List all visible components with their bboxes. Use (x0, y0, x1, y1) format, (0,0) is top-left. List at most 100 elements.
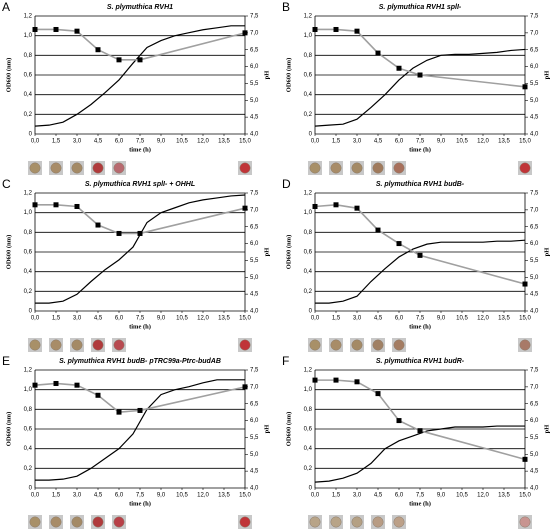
y-tick-label: 0,2 (24, 112, 33, 118)
y-tick-label: 1,2 (24, 191, 33, 197)
point (242, 205, 248, 211)
x-tick-label: 3,0 (353, 493, 362, 499)
x-tick-label: 12,0 (197, 316, 209, 322)
well (519, 516, 531, 528)
y-tick-label: 1,2 (24, 368, 33, 374)
y2-tick-label: 7,5 (250, 191, 259, 197)
y2-tick-label: 4,5 (530, 469, 539, 475)
point (137, 230, 143, 236)
y2-tick-label: 7,5 (530, 191, 539, 197)
y2-tick-label: 7,5 (530, 368, 539, 374)
y-tick-label: 0 (29, 132, 33, 138)
point (74, 203, 80, 209)
y-tick-label: 0,8 (24, 230, 33, 236)
point (116, 230, 122, 236)
x-tick-label: 3,0 (73, 316, 82, 322)
point (396, 65, 402, 71)
point (333, 202, 339, 208)
point (375, 227, 381, 233)
y2-tick-label: 4,0 (530, 486, 539, 492)
y-tick-label: 1,0 (24, 210, 33, 216)
y-tick-label: 0,6 (304, 427, 313, 433)
y2-tick-label: 6,0 (530, 418, 539, 424)
well (92, 516, 104, 528)
point (522, 84, 528, 90)
point (312, 203, 318, 209)
x-tick-label: 10,5 (176, 493, 188, 499)
y-tick-label: 0,8 (304, 53, 313, 59)
x-tick-label: 0,0 (31, 493, 40, 499)
panel-title: S. plymuthica RVH1 budB- (376, 181, 465, 188)
point (522, 281, 528, 287)
y2-tick-label: 7,0 (530, 207, 539, 213)
well (29, 339, 41, 351)
y2-tick-label: 6,0 (250, 418, 259, 424)
x-tick-label: 1,5 (52, 139, 61, 145)
x-tick-label: 4,5 (374, 139, 383, 145)
y-tick-label: 0 (309, 309, 313, 315)
y-tick-label: 1,0 (304, 387, 313, 393)
panel: C S. plymuthica RVH1 splI- + OHHL 0 0,2 0,4 0… (2, 177, 270, 352)
point (74, 382, 80, 388)
point (417, 72, 423, 78)
point (312, 26, 318, 32)
x-tick-label: 13,5 (498, 493, 510, 499)
y2-axis-label: pH (263, 71, 270, 80)
y-tick-label: 0,2 (304, 466, 313, 472)
y-tick-label: 0,6 (24, 73, 33, 79)
well (330, 162, 342, 174)
point (354, 379, 360, 385)
y-tick-label: 1,2 (304, 14, 313, 20)
x-tick-label: 12,0 (477, 139, 489, 145)
x-tick-label: 0,0 (311, 139, 320, 145)
x-axis-label: time (h) (409, 146, 431, 153)
y2-tick-label: 5,0 (530, 275, 539, 281)
x-tick-label: 3,0 (73, 493, 82, 499)
y2-tick-label: 6,5 (250, 47, 259, 53)
y2-tick-label: 6,0 (530, 64, 539, 70)
panel-label: F (282, 354, 289, 368)
well (372, 339, 384, 351)
well (113, 162, 125, 174)
panel-label: C (2, 177, 11, 191)
x-axis-label: time (h) (129, 146, 151, 153)
series-line (314, 48, 526, 127)
well (92, 162, 104, 174)
point (396, 241, 402, 247)
well (239, 162, 251, 174)
x-tick-label: 12,0 (197, 139, 209, 145)
panel-title: S. plymuthica RVH1 budB- pTRC99a-Ptrc-bu… (59, 358, 221, 365)
x-tick-label: 1,5 (52, 493, 61, 499)
y-axis-label: OD600 (nm) (285, 235, 292, 269)
y2-tick-label: 4,5 (250, 469, 259, 475)
x-tick-label: 15,0 (519, 139, 531, 145)
y-tick-label: 0,2 (24, 466, 33, 472)
y2-axis-label: pH (543, 248, 550, 257)
x-tick-label: 10,5 (456, 139, 468, 145)
point (32, 26, 38, 32)
x-tick-label: 6,0 (115, 316, 124, 322)
x-tick-label: 6,0 (395, 316, 404, 322)
point (137, 407, 143, 413)
y2-axis-label: pH (263, 248, 270, 257)
x-tick-label: 3,0 (353, 139, 362, 145)
well (519, 339, 531, 351)
well (113, 339, 125, 351)
y2-tick-label: 4,0 (530, 132, 539, 138)
y2-tick-label: 6,5 (530, 224, 539, 230)
x-tick-label: 6,0 (395, 493, 404, 499)
y2-tick-label: 4,5 (250, 292, 259, 298)
point (417, 252, 423, 258)
x-tick-label: 0,0 (311, 493, 320, 499)
y2-tick-label: 7,0 (530, 384, 539, 390)
y-tick-label: 1,0 (304, 210, 313, 216)
y-tick-label: 0 (29, 309, 33, 315)
y2-tick-label: 4,5 (250, 115, 259, 121)
y2-tick-label: 7,0 (250, 30, 259, 36)
y-tick-label: 0,6 (304, 250, 313, 256)
x-tick-label: 7,5 (136, 139, 145, 145)
well (50, 339, 62, 351)
x-tick-label: 10,5 (456, 493, 468, 499)
x-tick-label: 15,0 (239, 139, 251, 145)
